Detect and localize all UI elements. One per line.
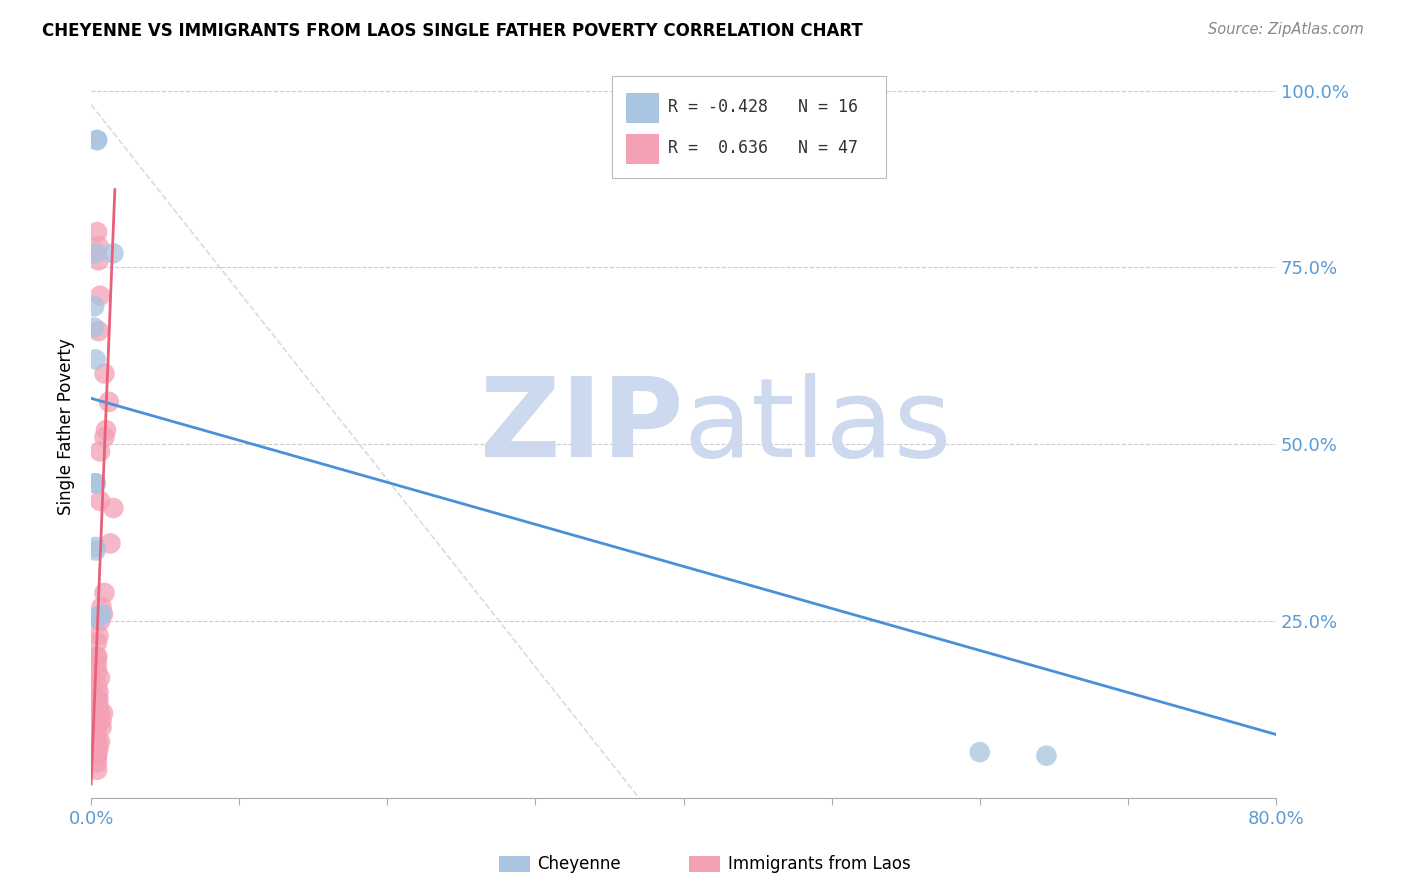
- Y-axis label: Single Father Poverty: Single Father Poverty: [58, 338, 75, 515]
- Point: [86, 720, 108, 734]
- Point: [969, 745, 991, 759]
- Point: [97, 395, 120, 409]
- Point: [86, 657, 108, 671]
- Point: [90, 600, 112, 615]
- Point: [91, 706, 114, 721]
- Point: [86, 133, 108, 147]
- Point: [86, 133, 108, 147]
- Point: [83, 320, 105, 334]
- Point: [86, 734, 108, 748]
- Point: [86, 649, 108, 664]
- Point: [84, 476, 107, 491]
- Text: CHEYENNE VS IMMIGRANTS FROM LAOS SINGLE FATHER POVERTY CORRELATION CHART: CHEYENNE VS IMMIGRANTS FROM LAOS SINGLE …: [42, 22, 863, 40]
- Point: [87, 692, 110, 706]
- Point: [87, 741, 110, 756]
- Point: [86, 756, 108, 770]
- Text: ZIP: ZIP: [481, 373, 683, 480]
- Point: [86, 720, 108, 734]
- Point: [86, 635, 108, 649]
- Point: [89, 494, 111, 508]
- Point: [87, 610, 110, 624]
- Point: [87, 253, 110, 268]
- Point: [83, 299, 105, 313]
- Point: [86, 649, 108, 664]
- Point: [1035, 748, 1057, 763]
- Point: [91, 607, 114, 622]
- Point: [90, 714, 112, 728]
- Point: [84, 246, 107, 260]
- Point: [84, 352, 107, 367]
- Point: [86, 748, 108, 763]
- Point: [89, 734, 111, 748]
- Point: [90, 607, 112, 622]
- Point: [89, 671, 111, 685]
- Point: [103, 246, 125, 260]
- Point: [93, 367, 115, 381]
- Point: [86, 763, 108, 777]
- Point: [86, 734, 108, 748]
- Text: R =  0.636   N = 47: R = 0.636 N = 47: [668, 139, 858, 157]
- Point: [84, 540, 107, 554]
- Text: Source: ZipAtlas.com: Source: ZipAtlas.com: [1208, 22, 1364, 37]
- Point: [94, 423, 117, 437]
- Point: [93, 586, 115, 600]
- Point: [87, 239, 110, 253]
- Point: [89, 614, 111, 628]
- Text: R = -0.428   N = 16: R = -0.428 N = 16: [668, 98, 858, 116]
- Point: [86, 699, 108, 714]
- Point: [86, 692, 108, 706]
- Point: [86, 706, 108, 721]
- Text: Immigrants from Laos: Immigrants from Laos: [728, 855, 911, 873]
- Point: [86, 748, 108, 763]
- Point: [89, 444, 111, 458]
- Point: [86, 678, 108, 692]
- Point: [89, 706, 111, 721]
- Point: [86, 664, 108, 678]
- Point: [87, 324, 110, 338]
- Point: [86, 741, 108, 756]
- Point: [84, 610, 107, 624]
- Point: [87, 699, 110, 714]
- Point: [100, 536, 122, 550]
- Text: atlas: atlas: [683, 373, 952, 480]
- Point: [86, 692, 108, 706]
- Point: [103, 501, 125, 516]
- Point: [84, 543, 107, 558]
- Point: [86, 225, 108, 239]
- Point: [93, 430, 115, 444]
- Point: [87, 628, 110, 642]
- Point: [87, 685, 110, 699]
- Point: [84, 476, 107, 491]
- Text: Cheyenne: Cheyenne: [537, 855, 620, 873]
- Point: [90, 720, 112, 734]
- Point: [89, 289, 111, 303]
